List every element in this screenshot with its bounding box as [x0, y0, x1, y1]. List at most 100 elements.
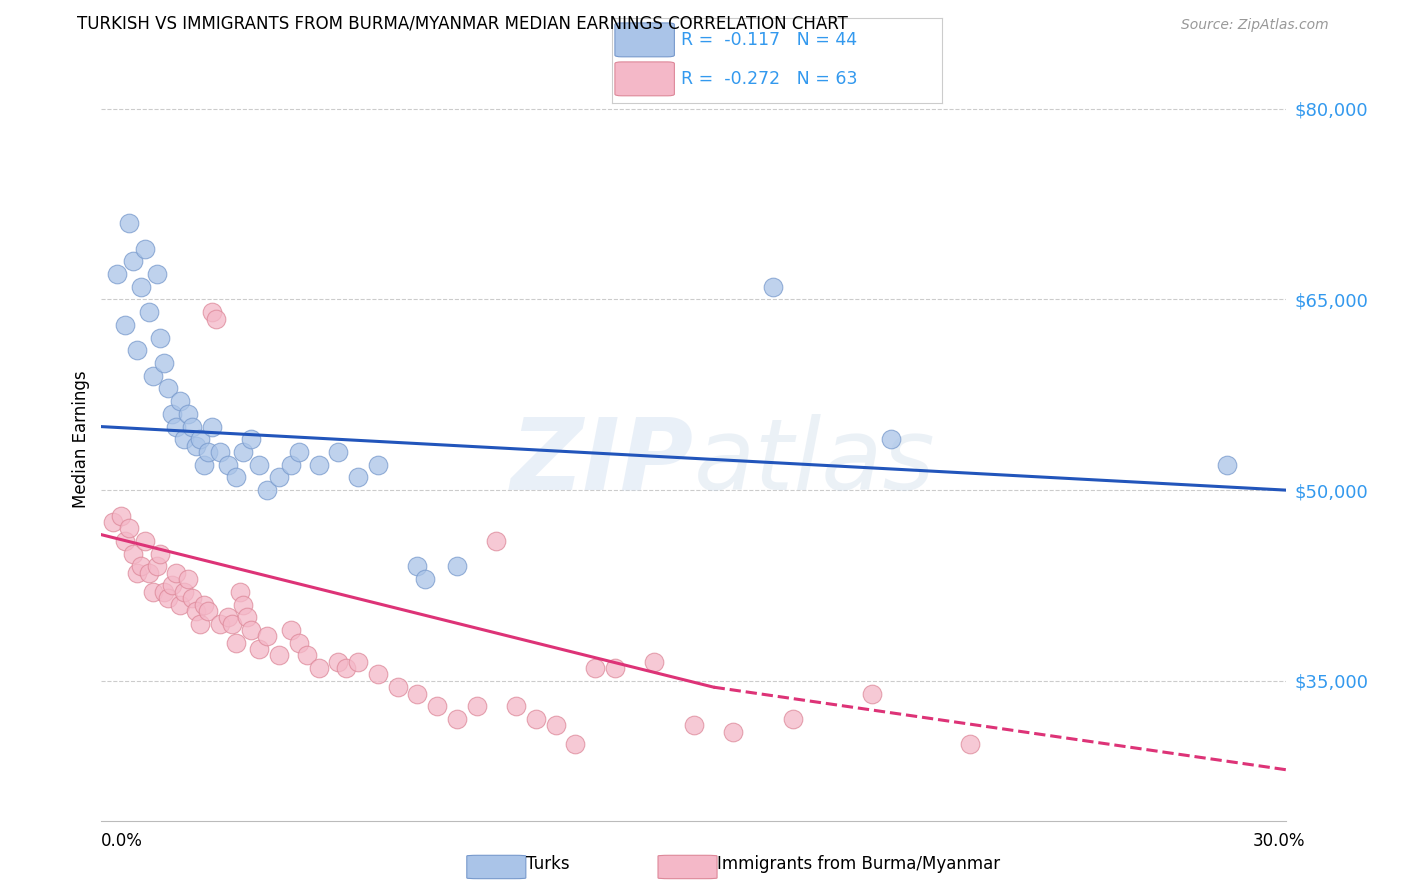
- Point: [221, 616, 243, 631]
- Point: [643, 655, 665, 669]
- Point: [165, 419, 187, 434]
- Point: [280, 623, 302, 637]
- Point: [184, 604, 207, 618]
- Point: [181, 419, 204, 434]
- Point: [256, 629, 278, 643]
- Point: [335, 661, 357, 675]
- Point: [138, 305, 160, 319]
- Point: [193, 458, 215, 472]
- Point: [880, 432, 903, 446]
- Point: [544, 718, 567, 732]
- Point: [118, 521, 141, 535]
- Point: [247, 458, 270, 472]
- Point: [197, 604, 219, 618]
- Point: [118, 216, 141, 230]
- Point: [165, 566, 187, 580]
- Point: [762, 279, 785, 293]
- Point: [188, 616, 211, 631]
- Point: [406, 687, 429, 701]
- Point: [173, 585, 195, 599]
- Point: [149, 547, 172, 561]
- Point: [162, 578, 184, 592]
- Text: Turks: Turks: [526, 855, 569, 873]
- FancyBboxPatch shape: [658, 855, 717, 879]
- FancyBboxPatch shape: [467, 855, 526, 879]
- Text: ZIP: ZIP: [510, 414, 695, 511]
- Point: [287, 635, 309, 649]
- Point: [193, 598, 215, 612]
- Point: [184, 439, 207, 453]
- Point: [959, 737, 981, 751]
- Point: [169, 598, 191, 612]
- Point: [446, 559, 468, 574]
- Point: [367, 667, 389, 681]
- Point: [583, 661, 606, 675]
- Text: R =  -0.117   N = 44: R = -0.117 N = 44: [681, 31, 858, 49]
- Point: [162, 407, 184, 421]
- Point: [157, 382, 180, 396]
- Point: [413, 572, 436, 586]
- Point: [110, 508, 132, 523]
- Point: [782, 712, 804, 726]
- Point: [267, 470, 290, 484]
- FancyBboxPatch shape: [614, 23, 675, 57]
- Point: [267, 648, 290, 663]
- Point: [142, 585, 165, 599]
- Point: [228, 585, 250, 599]
- Point: [125, 566, 148, 580]
- Point: [308, 661, 330, 675]
- Point: [208, 445, 231, 459]
- Point: [387, 680, 409, 694]
- Point: [564, 737, 586, 751]
- Point: [157, 591, 180, 606]
- Text: TURKISH VS IMMIGRANTS FROM BURMA/MYANMAR MEDIAN EARNINGS CORRELATION CHART: TURKISH VS IMMIGRANTS FROM BURMA/MYANMAR…: [77, 14, 848, 32]
- Point: [129, 279, 152, 293]
- Point: [240, 623, 263, 637]
- Point: [328, 655, 350, 669]
- Point: [173, 432, 195, 446]
- Point: [240, 432, 263, 446]
- Point: [204, 311, 226, 326]
- Y-axis label: Median Earnings: Median Earnings: [72, 370, 90, 508]
- Point: [169, 394, 191, 409]
- Text: atlas: atlas: [695, 414, 935, 511]
- Point: [860, 687, 883, 701]
- Point: [256, 483, 278, 498]
- Point: [295, 648, 318, 663]
- Point: [105, 267, 128, 281]
- Point: [603, 661, 626, 675]
- Point: [153, 585, 176, 599]
- Point: [201, 305, 224, 319]
- Point: [367, 458, 389, 472]
- FancyBboxPatch shape: [614, 62, 675, 95]
- Point: [347, 655, 370, 669]
- Point: [134, 242, 156, 256]
- Point: [101, 515, 124, 529]
- Point: [1216, 458, 1239, 472]
- Point: [426, 699, 449, 714]
- Point: [232, 598, 254, 612]
- Point: [138, 566, 160, 580]
- Point: [181, 591, 204, 606]
- Point: [406, 559, 429, 574]
- Point: [188, 432, 211, 446]
- Point: [465, 699, 488, 714]
- Point: [142, 368, 165, 383]
- Point: [225, 470, 247, 484]
- Point: [145, 267, 167, 281]
- Point: [145, 559, 167, 574]
- Point: [524, 712, 547, 726]
- Text: 0.0%: 0.0%: [101, 831, 143, 849]
- Point: [114, 533, 136, 548]
- Point: [225, 635, 247, 649]
- Point: [217, 458, 239, 472]
- Point: [153, 356, 176, 370]
- Point: [347, 470, 370, 484]
- Point: [149, 330, 172, 344]
- Point: [177, 407, 200, 421]
- Point: [683, 718, 704, 732]
- Point: [197, 445, 219, 459]
- Point: [485, 533, 508, 548]
- Point: [247, 642, 270, 657]
- Text: Source: ZipAtlas.com: Source: ZipAtlas.com: [1181, 18, 1329, 31]
